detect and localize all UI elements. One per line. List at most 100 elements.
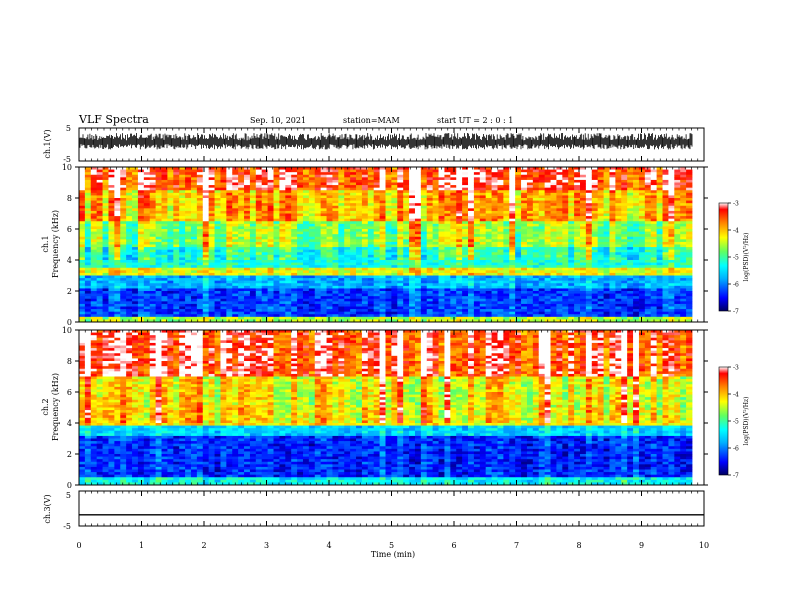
- spectrogram-cell: [367, 223, 375, 227]
- spectrogram-cell: [356, 221, 363, 225]
- spectrogram-cell: [120, 249, 127, 253]
- spectrogram-cell: [491, 311, 498, 315]
- spectrogram-cell: [562, 239, 569, 243]
- spectrogram-cell: [79, 293, 86, 297]
- spectrogram-cell: [161, 291, 168, 294]
- spectrogram-cell: [538, 221, 546, 225]
- spectrogram-cell: [226, 244, 233, 248]
- spectrogram-cell: [261, 179, 269, 183]
- spectrogram-cell: [550, 229, 557, 232]
- spectrogram-cell: [426, 252, 434, 256]
- spectrogram-cell: [338, 285, 345, 289]
- spectrogram-cell: [485, 241, 492, 245]
- spectrogram-cell: [473, 293, 481, 297]
- spectrogram-cell: [479, 260, 487, 263]
- spectrogram-cell: [232, 172, 239, 176]
- spectrogram-cell: [344, 285, 351, 289]
- spectrogram-cell: [456, 298, 463, 302]
- spectrogram-cell: [143, 296, 151, 300]
- spectrogram-cell: [238, 285, 245, 289]
- spectrogram-cell: [532, 262, 540, 266]
- spectrogram-cell: [426, 226, 434, 230]
- spectrogram-cell: [403, 169, 410, 173]
- spectrogram-cell: [450, 192, 457, 196]
- spectrogram-cell: [132, 218, 139, 222]
- spectrogram-cell: [126, 303, 133, 307]
- spectrogram-cell: [338, 249, 345, 253]
- spectrogram-cell: [456, 234, 463, 238]
- spectrogram-cell: [538, 179, 546, 183]
- spectrogram-cell: [503, 213, 510, 217]
- spectrogram-cell: [185, 234, 192, 238]
- spectrogram-cell: [515, 203, 522, 207]
- spectrogram-cell: [556, 226, 563, 230]
- spectrogram-cell: [515, 216, 522, 220]
- spectrogram-cell: [379, 218, 386, 222]
- spectrogram-cell: [297, 316, 304, 320]
- spectrogram-cell: [96, 275, 103, 279]
- spectrogram-cell: [108, 234, 115, 238]
- spectrogram-cell: [137, 254, 145, 258]
- spectrogram-cell: [196, 298, 204, 302]
- spectrogram-cell: [414, 265, 422, 269]
- spectrogram-cell: [267, 187, 274, 191]
- spectrogram-cell: [426, 174, 434, 178]
- spectrogram-cell: [79, 252, 86, 256]
- spectrogram-cell: [214, 226, 221, 230]
- spectrogram-cell: [432, 314, 439, 318]
- spectrogram-cell: [102, 249, 109, 253]
- spectrogram-cell: [332, 218, 339, 222]
- spectrogram-cell: [326, 316, 333, 320]
- spectrogram-cell: [285, 301, 292, 305]
- spectrogram-cell: [444, 192, 451, 196]
- spectrogram-cell: [509, 239, 516, 243]
- spectrogram-cell: [485, 200, 492, 204]
- spectrogram-cell: [226, 174, 233, 178]
- spectrogram-cell: [367, 200, 375, 204]
- spectrogram-cell: [232, 241, 239, 245]
- spectrogram-cell: [244, 177, 251, 181]
- spectrogram-cell: [220, 262, 227, 266]
- spectrogram-cell: [261, 177, 269, 181]
- spectrogram-cell: [132, 234, 139, 238]
- spectrogram-cell: [379, 257, 386, 261]
- spectrogram-cell: [249, 311, 257, 315]
- spectrogram-cell: [414, 283, 422, 287]
- spectrogram-cell: [196, 288, 204, 292]
- spectrogram-cell: [409, 303, 416, 307]
- spectrogram-cell: [90, 241, 98, 245]
- spectrogram-cell: [214, 221, 221, 225]
- spectrogram-cell: [302, 278, 310, 282]
- spectrogram-cell: [485, 272, 492, 276]
- spectrogram-cell: [403, 272, 410, 276]
- spectrogram-cell: [326, 234, 333, 238]
- spectrogram-cell: [149, 254, 157, 258]
- spectrogram-cell: [479, 306, 487, 310]
- spectrogram-cell: [308, 272, 316, 276]
- spectrogram-cell: [132, 278, 139, 282]
- spectrogram-cell: [273, 223, 280, 227]
- spectrogram-cell: [479, 208, 487, 212]
- spectrogram-cell: [444, 210, 451, 214]
- spectrogram-cell: [556, 231, 563, 235]
- spectrogram-cell: [485, 314, 492, 318]
- spectrogram-cell: [556, 198, 563, 201]
- spectrogram-cell: [190, 231, 198, 235]
- spectrogram-cell: [326, 172, 333, 176]
- spectrogram-cell: [244, 275, 251, 279]
- spectrogram-cell: [161, 260, 168, 263]
- spectrogram-cell: [444, 257, 451, 261]
- spectrogram-cell: [562, 257, 569, 261]
- spectrogram-cell: [120, 210, 127, 214]
- spectrogram-cell: [84, 280, 92, 284]
- spectrogram-cell: [485, 296, 492, 300]
- spectrogram-cell: [179, 316, 186, 320]
- spectrogram-cell: [79, 187, 86, 191]
- spectrogram-cell: [291, 190, 298, 194]
- station-label: station=MAM: [343, 116, 400, 125]
- spectrogram-cell: [409, 285, 416, 289]
- spectrogram-cell: [126, 309, 133, 313]
- spectrogram-cell: [521, 306, 528, 310]
- spectrogram-cell: [562, 231, 569, 235]
- spectrogram-cell: [149, 195, 157, 199]
